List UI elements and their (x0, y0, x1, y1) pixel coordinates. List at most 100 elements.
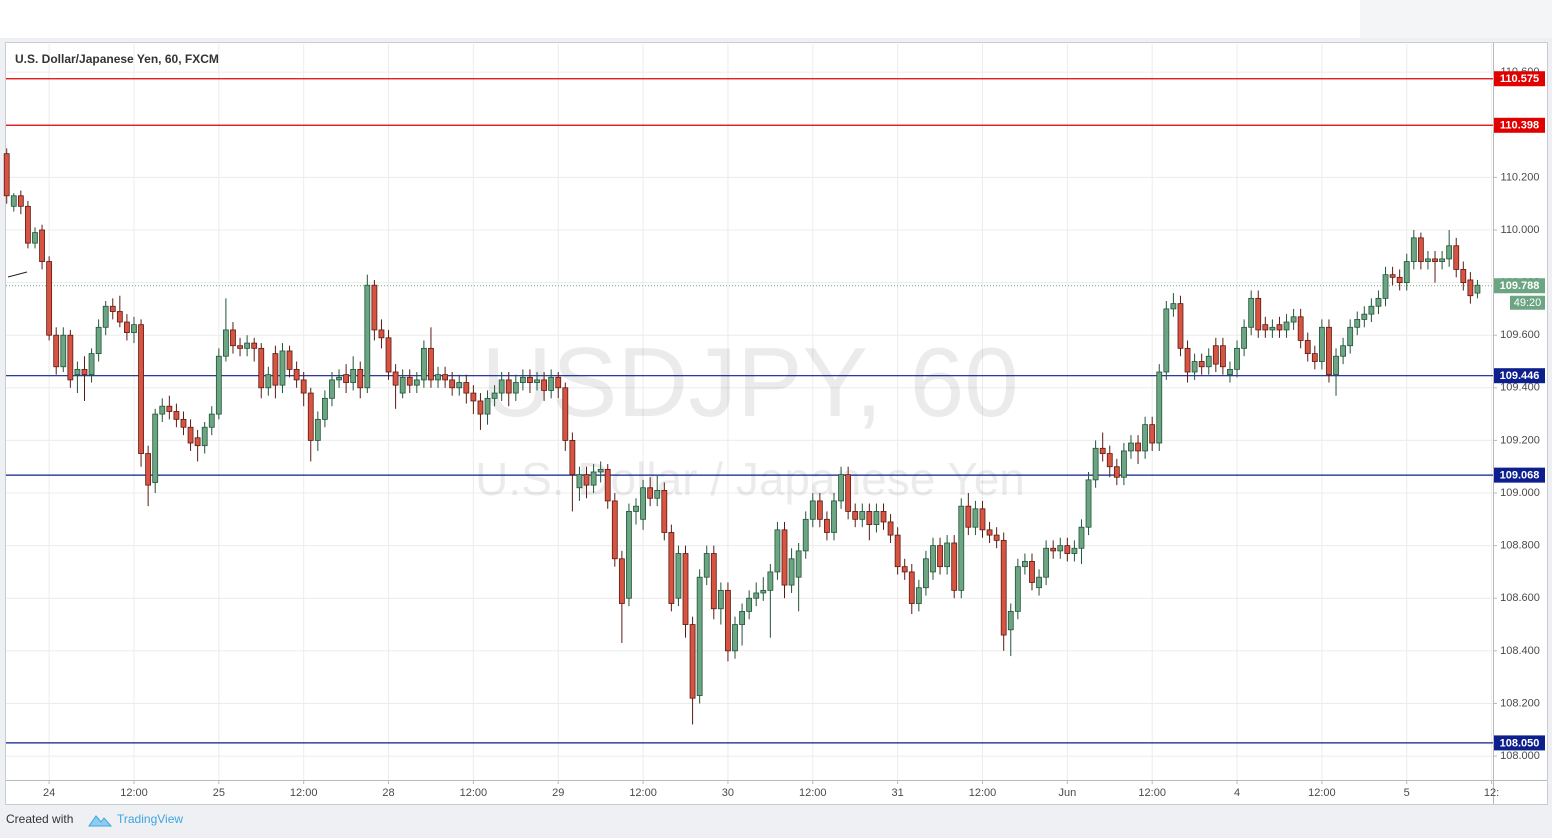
candle-body (505, 379, 512, 394)
candle-body (159, 405, 166, 415)
candle-body (470, 392, 477, 402)
x-tick-label: 12:00 (1308, 787, 1336, 799)
candle-body (901, 566, 908, 573)
candle-body (993, 534, 1000, 541)
candle-body (1290, 316, 1297, 323)
candle-body (1092, 447, 1099, 481)
candle-body (1460, 269, 1467, 283)
candle-body (1191, 361, 1198, 373)
candle-body (223, 329, 229, 357)
candle-body (972, 508, 979, 528)
candle-body (746, 597, 753, 612)
candle-body (626, 511, 632, 599)
y-tick-label: 109.200 (1500, 434, 1540, 446)
candle-body (1113, 466, 1120, 478)
candle-body (378, 329, 385, 339)
x-tick-label: 31 (892, 787, 904, 799)
candle-body (237, 345, 243, 349)
candle-body (1453, 245, 1460, 270)
candle-body (435, 374, 441, 381)
candle-body (286, 350, 293, 370)
candle-body (251, 342, 258, 349)
candle-body (180, 418, 187, 428)
candle-body (201, 426, 208, 447)
candle-body (1234, 347, 1240, 370)
candle-body (512, 382, 519, 394)
candle-body (258, 347, 265, 389)
candle-body (406, 376, 413, 386)
level-label: 110.575 (1500, 73, 1539, 85)
candle-body (1227, 368, 1233, 376)
candle-body (859, 511, 866, 520)
candle-body (788, 558, 795, 586)
y-tick-label: 109.600 (1500, 329, 1540, 341)
candle-body (1177, 303, 1184, 349)
candle-body (46, 261, 53, 336)
countdown: 49:20 (1514, 297, 1542, 309)
candle-body (1219, 345, 1226, 368)
candle-body (1198, 361, 1205, 368)
candle-body (350, 368, 357, 383)
candle-body (1050, 547, 1057, 552)
candle-body (1276, 324, 1283, 331)
candle-body (138, 324, 144, 454)
candle-body (640, 487, 646, 520)
candle-body (1149, 424, 1156, 444)
candle-body (272, 353, 279, 386)
candle-body (321, 397, 328, 420)
candle-body (1000, 539, 1007, 636)
candle-body (67, 334, 74, 381)
candle-body (654, 489, 661, 499)
candle-body (491, 392, 498, 399)
candle-body (1311, 353, 1318, 362)
candle-body (710, 553, 717, 610)
candle-body (717, 589, 724, 610)
watermark: USDJPY, 60 (481, 327, 1018, 437)
x-tick-label: 12:00 (1138, 787, 1166, 799)
candle-body (873, 511, 880, 525)
candle-body (725, 589, 731, 652)
footer-brand[interactable]: TradingView (117, 812, 183, 826)
candle-body (894, 534, 901, 568)
level-label-bg (1494, 117, 1545, 133)
candle-body (923, 558, 929, 589)
candle-body (930, 545, 936, 573)
candle-body (230, 329, 236, 347)
candle-body (385, 337, 392, 373)
candle-body (208, 413, 215, 428)
candle-body (364, 284, 371, 389)
chart-title: U.S. Dollar/Japanese Yen, 60, FXCM (15, 52, 219, 66)
candle-body (166, 405, 173, 412)
x-tick-label: Jun (1058, 787, 1076, 799)
candle-body (1085, 479, 1092, 528)
candles (3, 148, 1481, 725)
candle-body (428, 347, 434, 381)
candle-body (1375, 297, 1382, 307)
candle-body (965, 505, 972, 528)
candle-body (442, 374, 448, 381)
candle-body (498, 379, 505, 394)
y-tick-label: 110.000 (1501, 224, 1540, 236)
y-tick-label: 108.800 (1500, 540, 1540, 552)
top-bar (0, 0, 1360, 38)
candle-body (1283, 321, 1290, 331)
candle-body (590, 471, 597, 486)
candle-body (300, 379, 307, 394)
candle-body (795, 550, 802, 578)
x-tick-label: 29 (552, 787, 564, 799)
candle-body (1361, 313, 1368, 320)
y-tick-label: 108.200 (1500, 697, 1540, 709)
footer-text: Created with (6, 812, 73, 826)
top-bar-right (1360, 0, 1552, 38)
candle-body (1410, 237, 1417, 262)
candle-body (116, 311, 123, 323)
y-tick-label: 109.400 (1500, 382, 1540, 394)
candle-body (767, 571, 774, 591)
x-tick-label: 12:00 (629, 787, 657, 799)
candle-body (597, 468, 604, 473)
candle-body (25, 205, 31, 244)
candle-body (824, 518, 830, 533)
candle-body (732, 624, 738, 652)
candle-body (124, 321, 130, 333)
candle-body (1417, 237, 1424, 262)
